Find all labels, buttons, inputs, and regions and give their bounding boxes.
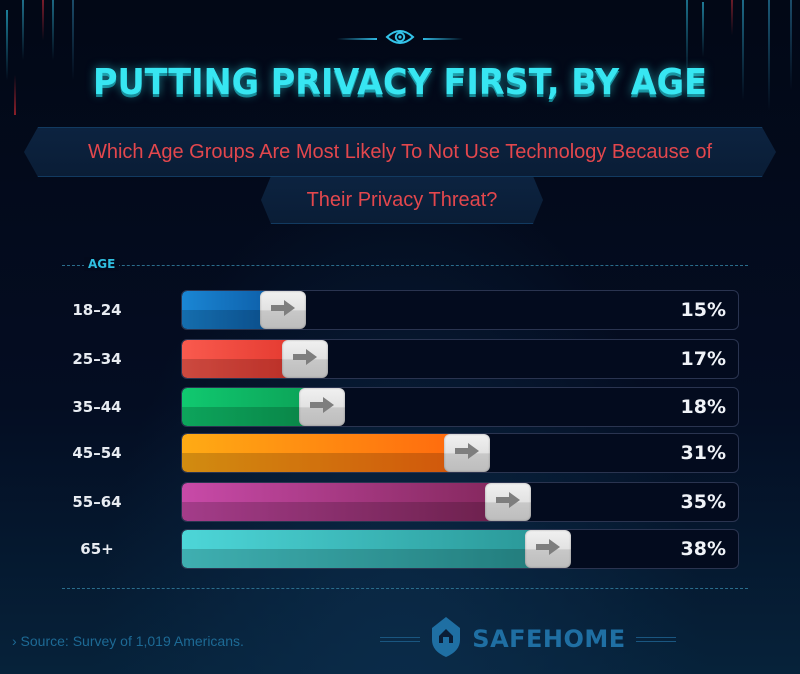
arrow-right-icon bbox=[454, 442, 480, 464]
category-label: 55–64 bbox=[72, 493, 122, 511]
bar-fill bbox=[182, 340, 294, 378]
decorative-streak bbox=[6, 10, 8, 80]
arrow-right-icon bbox=[292, 348, 318, 370]
source-note: › Source: Survey of 1,019 Americans. bbox=[12, 633, 244, 649]
decorative-streak bbox=[686, 0, 688, 80]
bar-fill bbox=[182, 291, 272, 329]
arrow-knob bbox=[444, 434, 490, 472]
value-label: 15% bbox=[680, 299, 726, 321]
brand-name: SAFEHOME bbox=[472, 625, 626, 653]
house-shield-icon bbox=[430, 616, 462, 662]
bar-fill bbox=[182, 388, 312, 426]
bar-row: 18–24 15% bbox=[0, 290, 800, 330]
bar-track bbox=[181, 529, 739, 569]
decorative-streak bbox=[768, 0, 770, 110]
decorative-streak bbox=[742, 0, 744, 100]
arrow-knob bbox=[299, 388, 345, 426]
value-label: 35% bbox=[680, 491, 726, 513]
decorative-streak bbox=[42, 0, 44, 40]
arrow-knob bbox=[282, 340, 328, 378]
bar-track bbox=[181, 339, 739, 379]
axis-label: AGE bbox=[84, 257, 120, 271]
bar-fill bbox=[182, 530, 538, 568]
arrow-right-icon bbox=[535, 538, 561, 560]
category-label: 35–44 bbox=[72, 398, 122, 416]
decorative-streak bbox=[790, 0, 792, 90]
bar-track bbox=[181, 387, 739, 427]
bottom-divider bbox=[62, 588, 748, 589]
bar-row: 35–44 18% bbox=[0, 387, 800, 427]
bar-track bbox=[181, 433, 739, 473]
bar-track bbox=[181, 290, 739, 330]
decorative-streak bbox=[14, 75, 16, 115]
arrow-knob bbox=[485, 483, 531, 521]
value-label: 18% bbox=[680, 396, 726, 418]
arrow-right-icon bbox=[309, 396, 335, 418]
bar-fill bbox=[182, 483, 497, 521]
bar-track bbox=[181, 482, 739, 522]
value-label: 38% bbox=[680, 538, 726, 560]
decorative-streak bbox=[702, 2, 704, 57]
divider bbox=[423, 38, 463, 40]
divider bbox=[380, 636, 421, 642]
page-title: PUTTING PRIVACY FIRST, BY AGE bbox=[92, 62, 708, 103]
header-icon-row bbox=[0, 27, 800, 51]
category-label: 25–34 bbox=[72, 350, 122, 368]
subtitle-banner-line2: Their Privacy Threat? bbox=[261, 176, 543, 224]
divider bbox=[635, 636, 676, 642]
category-label: 45–54 bbox=[72, 444, 122, 462]
bar-row: 55–64 35% bbox=[0, 482, 800, 522]
value-label: 17% bbox=[680, 348, 726, 370]
category-label: 65+ bbox=[80, 540, 114, 558]
value-label: 31% bbox=[680, 442, 726, 464]
bar-row: 25–34 17% bbox=[0, 339, 800, 379]
bar-row: 45–54 31% bbox=[0, 433, 800, 473]
decorative-streak bbox=[52, 0, 54, 60]
bar-fill bbox=[182, 434, 457, 472]
category-label: 18–24 bbox=[72, 301, 122, 319]
arrow-right-icon bbox=[270, 299, 296, 321]
top-divider bbox=[62, 265, 748, 266]
decorative-streak bbox=[731, 0, 733, 35]
divider bbox=[337, 38, 377, 40]
decorative-streak bbox=[22, 0, 24, 60]
arrow-right-icon bbox=[495, 491, 521, 513]
eye-icon bbox=[385, 27, 415, 51]
arrow-knob bbox=[525, 530, 571, 568]
brand-logo: SAFEHOME bbox=[278, 617, 778, 661]
bar-row: 65+ 38% bbox=[0, 529, 800, 569]
subtitle-banner-line1: Which Age Groups Are Most Likely To Not … bbox=[24, 127, 776, 177]
arrow-knob bbox=[260, 291, 306, 329]
decorative-streak bbox=[72, 0, 74, 80]
